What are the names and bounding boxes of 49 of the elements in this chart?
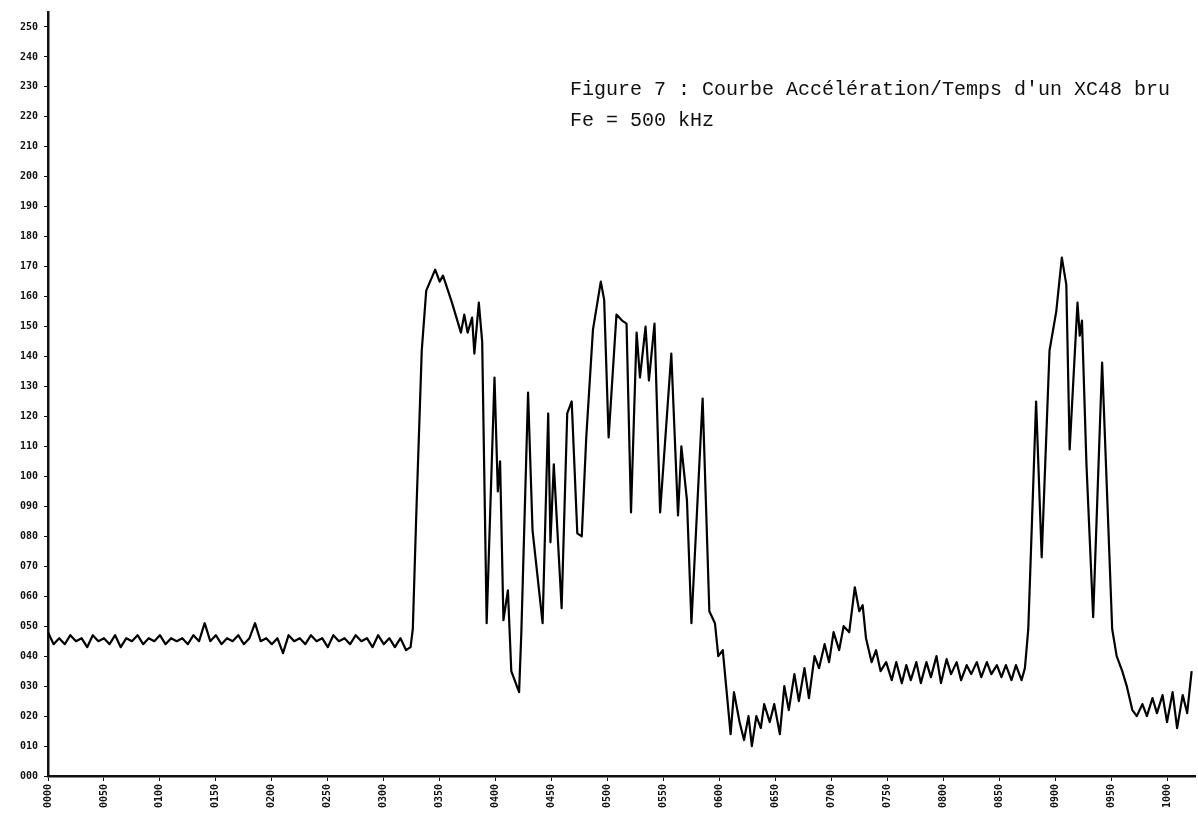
y-tick-label: 130	[19, 380, 38, 392]
x-tick-label: 0650	[768, 784, 780, 809]
y-tick-label: 070	[19, 559, 38, 571]
y-tick-label: 120	[19, 410, 38, 422]
y-tick-label: 190	[19, 200, 38, 212]
x-tick-label: 0550	[657, 784, 669, 809]
y-tick-label: 010	[19, 739, 38, 751]
x-tick-label: 0050	[97, 784, 109, 809]
x-tick-label: 0400	[489, 784, 501, 809]
y-tick-label: 200	[19, 170, 38, 182]
x-tick-label: 0450	[545, 784, 557, 809]
y-tick-label: 080	[19, 529, 38, 541]
y-tick-label: 040	[19, 649, 38, 661]
text: Fe = 500 kHz	[569, 109, 714, 132]
text: Figure 7 : Courbe Accélération/Temps d'un XC48 bru	[569, 78, 1170, 101]
x-tick-label: 1000	[1160, 784, 1172, 809]
x-tick-label: 0000	[41, 784, 53, 809]
x-tick-label: 0150	[209, 784, 221, 809]
y-tick-label: 110	[19, 440, 38, 452]
x-tick-label: 0200	[265, 784, 277, 809]
x-tick-label: 0600	[713, 784, 725, 809]
y-tick-label: 060	[19, 589, 38, 601]
x-tick-label: 0700	[824, 784, 836, 809]
x-tick-label: 0900	[1048, 784, 1060, 809]
y-tick-label: 250	[19, 20, 38, 32]
y-tick-label: 220	[19, 110, 38, 122]
y-tick-label: 050	[19, 619, 38, 631]
y-tick-label: 210	[19, 140, 38, 152]
y-tick-label: 140	[19, 350, 38, 362]
x-tick-label: 0300	[377, 784, 389, 809]
x-tick-label: 0250	[321, 784, 333, 809]
y-tick-label: 090	[19, 499, 38, 511]
y-tick-label: 160	[19, 290, 38, 302]
y-tick-label: 240	[19, 50, 38, 62]
y-tick-label: 230	[19, 80, 38, 92]
x-tick-label: 0100	[153, 784, 165, 809]
y-tick-label: 100	[19, 469, 38, 481]
y-tick-label: 000	[19, 769, 38, 781]
x-tick-label: 0350	[433, 784, 445, 809]
y-tick-label: 020	[19, 709, 38, 721]
x-tick-label: 0800	[936, 784, 948, 809]
y-tick-label: 170	[19, 260, 38, 272]
y-tick-label: 180	[19, 230, 38, 242]
y-tick-label: 150	[19, 320, 38, 332]
x-tick-label: 0500	[601, 784, 613, 809]
x-tick-label: 0850	[992, 784, 1004, 809]
y-tick-label: 030	[19, 679, 38, 691]
x-tick-label: 0750	[880, 784, 892, 809]
x-tick-label: 0950	[1104, 784, 1116, 809]
